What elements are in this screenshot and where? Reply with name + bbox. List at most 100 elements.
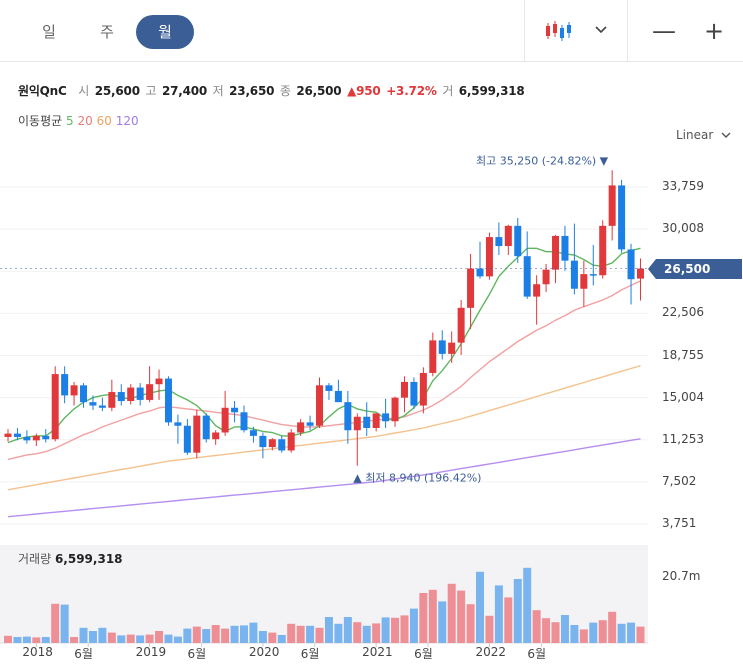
volume-bar (476, 571, 484, 643)
candle (268, 439, 276, 448)
volume-bar (400, 615, 409, 643)
y-tick-label: 22,506 (662, 305, 704, 320)
chevron-down-icon[interactable] (590, 14, 612, 48)
candle (259, 435, 267, 448)
candle (146, 384, 154, 400)
volume-bar (457, 590, 466, 643)
price-summary: 원익QnC 시 25,600 고 27,400 저 23,650 종 26,50… (18, 82, 527, 99)
tab-daily[interactable]: 일 (42, 23, 56, 41)
volume-panel-value: 6,599,318 (54, 552, 123, 566)
candle (278, 439, 286, 451)
volume-bar (381, 617, 390, 643)
toolbar-divider (627, 0, 628, 62)
candle (599, 225, 607, 276)
ma60-legend: 60 (96, 114, 112, 128)
y-tick-label: 3,751 (662, 516, 697, 530)
candle (306, 422, 314, 426)
candle (344, 402, 352, 431)
y-tick-label: 15,004 (662, 389, 704, 404)
zoom-in-button[interactable]: + (703, 17, 725, 45)
candle (353, 416, 361, 431)
volume-bar (287, 623, 296, 643)
high-label: 고 (145, 84, 157, 98)
high-annotation: 최고 35,250 (-24.82%) ▼ (476, 154, 609, 167)
volume-bar (41, 637, 50, 643)
volume-bar (324, 617, 333, 643)
candle (287, 432, 295, 451)
volume-bar (523, 567, 532, 643)
candle (636, 268, 644, 279)
volume-bar (608, 611, 617, 643)
scale-selector[interactable]: Linear (676, 128, 731, 142)
close-value: 26,500 (296, 84, 342, 98)
volume-bar (315, 627, 324, 643)
tab-weekly[interactable]: 주 (100, 23, 114, 41)
volume-bar (164, 634, 173, 643)
open-label: 시 (78, 84, 90, 98)
candle (476, 268, 484, 277)
volume-bar (579, 629, 588, 643)
x-tick-label: 6월 (187, 647, 207, 661)
candle (382, 413, 390, 422)
price-plot-area (0, 145, 648, 535)
candle (155, 378, 163, 385)
volume-bar (230, 625, 239, 643)
volume-bar (249, 622, 258, 643)
candle (32, 435, 40, 441)
volume-panel-label: 거래량 (18, 552, 52, 566)
volume-bar (98, 627, 107, 643)
volume-bar (560, 615, 569, 643)
zoom-out-button[interactable]: — (652, 17, 676, 45)
candle (127, 387, 135, 402)
y-tick-label: 11,253 (662, 431, 704, 446)
volume-bar (60, 604, 69, 643)
volume-panel-title: 거래량 6,599,318 (18, 550, 123, 567)
tab-monthly[interactable]: 월 (136, 15, 194, 49)
candle (457, 307, 465, 343)
candle (89, 402, 97, 406)
stock-name: 원익QnC (18, 84, 67, 98)
open-value: 25,600 (94, 84, 140, 98)
volume-bar (258, 631, 267, 643)
candle (495, 237, 503, 247)
x-tick-label: 2020 (248, 645, 280, 659)
volume-bar (183, 628, 192, 643)
volume-bar (532, 610, 541, 643)
candlestick-icon[interactable] (540, 14, 580, 48)
candle (4, 433, 12, 437)
ma20-line (7, 280, 641, 461)
candle (164, 378, 172, 423)
toolbar: 일 주 월 — + (0, 0, 743, 62)
volume-bar (447, 583, 456, 643)
candle (212, 432, 220, 440)
candle (297, 422, 305, 433)
x-tick-label: 2022 (475, 645, 506, 659)
toolbar-divider (524, 0, 525, 62)
candle (523, 256, 531, 297)
x-tick-label: 2021 (362, 645, 393, 659)
close-label: 종 (279, 84, 291, 98)
x-tick-label: 2018 (22, 645, 53, 659)
volume-bar (296, 625, 305, 643)
candle (334, 390, 342, 403)
ma20-legend: 20 (77, 114, 93, 128)
current-price-tag: 26,500 (648, 259, 742, 279)
candle (608, 185, 616, 226)
volume-bar (362, 625, 371, 643)
x-tick-label: 6월 (414, 647, 433, 661)
candle (136, 387, 144, 400)
x-tick-label: 2019 (135, 645, 167, 659)
candle (13, 433, 21, 437)
volume-bar (372, 623, 381, 643)
volume-bar (4, 635, 12, 643)
candle (429, 340, 437, 373)
volume-bar (419, 593, 428, 643)
change-percent: +3.72% (386, 84, 437, 98)
candle (533, 284, 541, 297)
candle (316, 385, 324, 426)
volume-bar (145, 634, 154, 643)
candle (42, 435, 50, 440)
candle (70, 385, 78, 396)
volume-bar (126, 634, 135, 643)
